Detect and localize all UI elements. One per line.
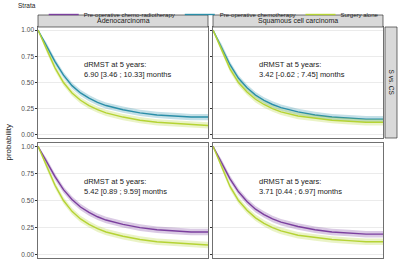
svg-text:0.75: 0.75	[21, 53, 34, 60]
svg-text:0.00: 0.00	[21, 131, 34, 138]
svg-text:Adenocarcinoma: Adenocarcinoma	[97, 17, 150, 24]
svg-text:0.25: 0.25	[21, 224, 34, 231]
svg-text:1.00: 1.00	[21, 26, 34, 33]
svg-text:0.50: 0.50	[21, 197, 34, 204]
svg-text:0.50: 0.50	[21, 79, 34, 86]
svg-text:Surgery alone: Surgery alone	[340, 12, 378, 18]
svg-text:Squamous cell carcinoma: Squamous cell carcinoma	[258, 17, 338, 25]
svg-text:S vs. CS: S vs. CS	[388, 70, 395, 96]
svg-text:dRMST at 5 years:3.71 [0.44 ;: dRMST at 5 years:3.71 [0.44 ; 6.97] mont…	[259, 177, 342, 196]
svg-text:probability: probability	[4, 124, 13, 160]
svg-text:Pre-operative chemo-radiothera: Pre-operative chemo-radiotherapy	[84, 12, 175, 18]
svg-text:0.00: 0.00	[21, 251, 34, 258]
svg-text:dRMST at 5 years:3.42 [-0.62 ;: dRMST at 5 years:3.42 [-0.62 ; 7.45] mon…	[259, 60, 345, 79]
svg-text:Pre-operative chemotherapy: Pre-operative chemotherapy	[220, 12, 296, 18]
svg-text:dRMST at 5 years:5.42 [0.89 ;: dRMST at 5 years:5.42 [0.89 ; 9.59] mont…	[84, 177, 167, 196]
svg-text:0.25: 0.25	[21, 105, 34, 112]
svg-text:1.00: 1.00	[21, 143, 34, 150]
svg-text:dRMST at 5 years:6.90 [3.46 ;: dRMST at 5 years:6.90 [3.46 ; 10.33] mon…	[84, 60, 171, 79]
svg-text:0.75: 0.75	[21, 170, 34, 177]
svg-text:Strata: Strata	[18, 2, 36, 9]
